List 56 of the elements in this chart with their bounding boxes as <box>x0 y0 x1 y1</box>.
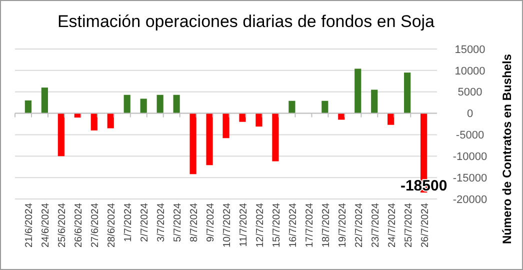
bar <box>404 72 411 114</box>
bar <box>222 113 230 138</box>
x-tick-label: 27/6/2024 <box>90 202 102 248</box>
bar <box>354 68 362 114</box>
x-tick-label: 12/7/2024 <box>254 202 266 248</box>
y-tick-label: -10000 <box>452 150 488 163</box>
bar <box>206 113 213 166</box>
bar <box>107 113 114 128</box>
x-tick-label: 25/7/2024 <box>403 202 414 248</box>
x-tick-label: 25/6/2024 <box>57 202 68 248</box>
x-tick-label: 17/7/2024 <box>304 202 316 248</box>
bar <box>24 100 32 114</box>
bar <box>156 94 164 114</box>
x-tick-label: 24/6/2024 <box>40 202 52 248</box>
y-tick-label: 15000 <box>454 44 486 56</box>
x-tick-label: 9/7/2024 <box>206 202 217 242</box>
bar <box>140 98 147 114</box>
y-axis-title: Número de Contratos en Bushels <box>500 54 514 244</box>
bar <box>388 113 394 125</box>
bar <box>371 90 378 114</box>
x-tick-label: 23/7/2024 <box>370 202 382 248</box>
y-tick-label: 0 <box>466 108 474 120</box>
bar <box>124 94 130 114</box>
y-tick-label: 5000 <box>458 86 482 99</box>
y-tick-label: 10000 <box>454 65 486 78</box>
x-tick-label: 2/7/2024 <box>140 202 151 242</box>
x-tick-label: 18/7/2024 <box>320 202 332 248</box>
bar <box>322 100 328 114</box>
y-tick-label: -15000 <box>452 172 488 184</box>
x-tick-label: 3/7/2024 <box>156 202 168 242</box>
x-tick-label: 10/7/2024 <box>222 202 233 248</box>
bar <box>90 113 98 130</box>
x-tick-label: 11/7/2024 <box>238 202 250 247</box>
bar <box>173 94 180 114</box>
x-tick-label: 1/7/2024 <box>123 202 134 242</box>
bar <box>239 113 246 122</box>
x-tick-label: 28/6/2024 <box>106 202 118 248</box>
x-tick-label: 26/6/2024 <box>74 202 85 248</box>
y-tick-label: -20000 <box>452 194 488 206</box>
bar <box>272 113 279 162</box>
x-tick-label: 8/7/2024 <box>189 202 200 242</box>
bar <box>256 113 262 127</box>
y-tick-label: -5000 <box>456 130 484 142</box>
chart-title: Estimación operaciones diarias de fondos en Soja <box>57 12 436 31</box>
bar <box>288 100 296 114</box>
bar <box>190 113 196 174</box>
x-tick-label: 22/7/2024 <box>354 202 365 248</box>
x-tick-label: 21/6/2024 <box>24 202 36 248</box>
x-tick-label: 26/7/2024 <box>420 202 431 248</box>
x-tick-label: 5/7/2024 <box>172 202 184 242</box>
x-tick-label: 16/7/2024 <box>288 202 299 248</box>
x-tick-label: 15/7/2024 <box>271 202 282 248</box>
bar <box>41 88 48 114</box>
x-tick-label: 24/7/2024 <box>386 202 398 248</box>
bar <box>58 113 64 156</box>
x-tick-label: 19/7/2024 <box>337 202 348 248</box>
